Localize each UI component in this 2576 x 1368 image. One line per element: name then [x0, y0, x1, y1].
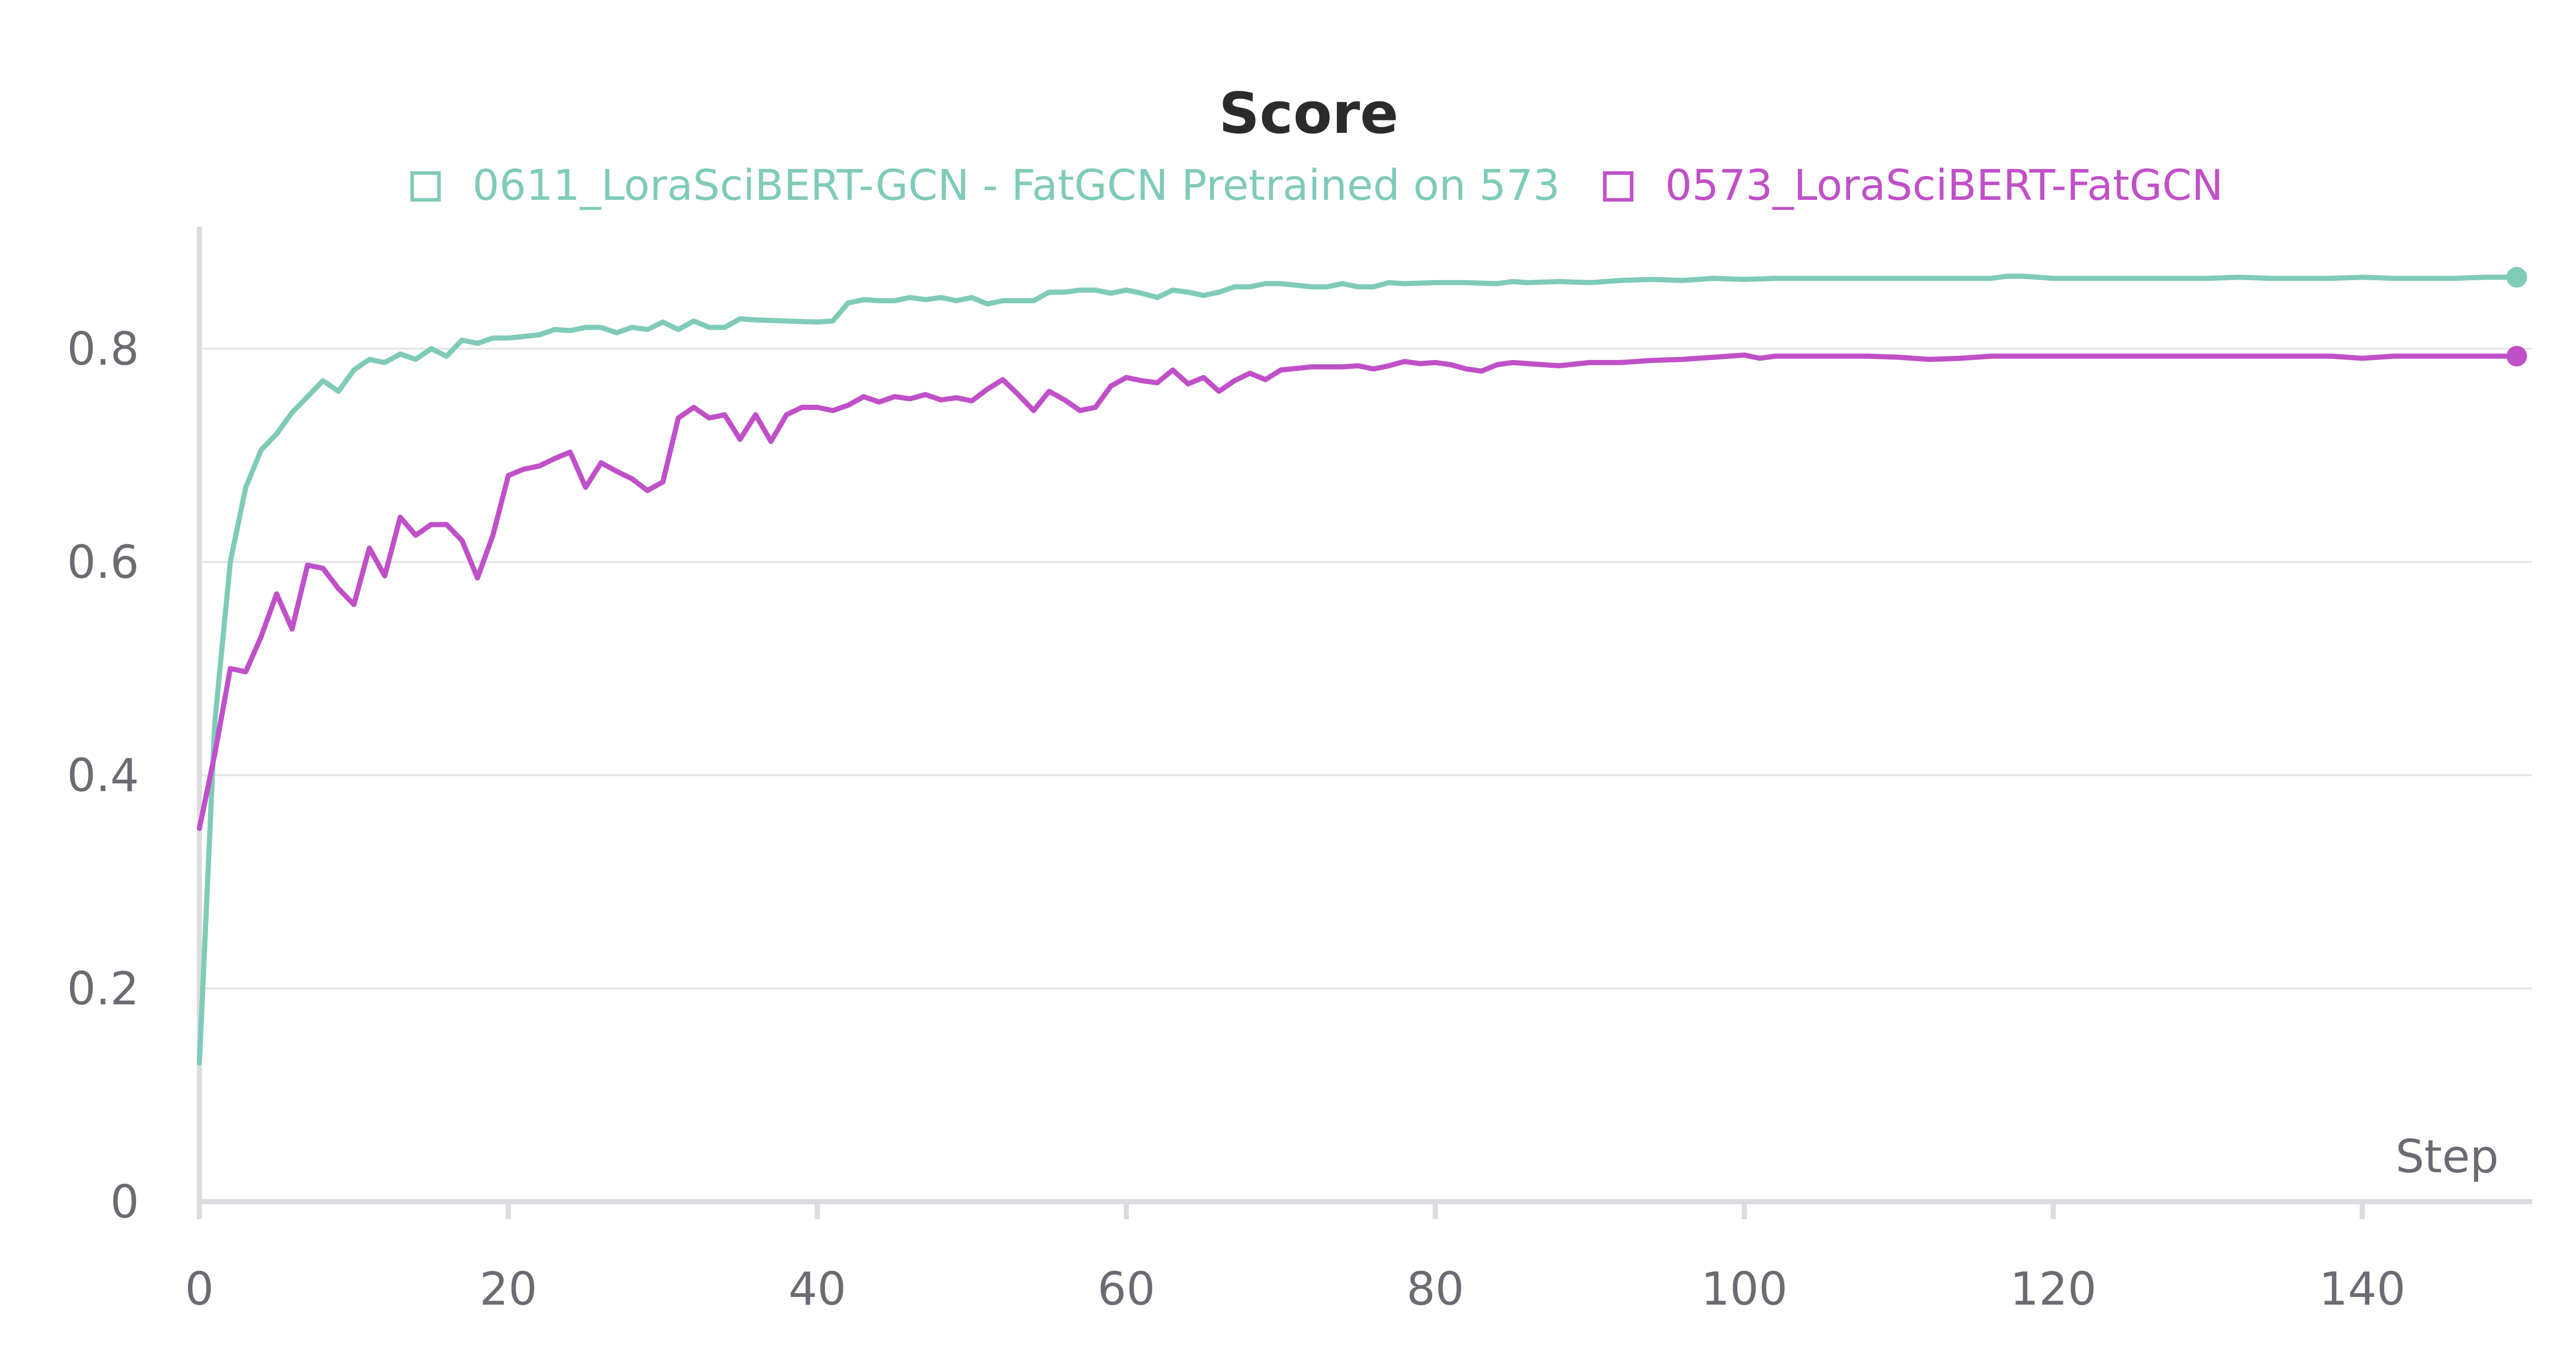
x-tick-label: 60: [1097, 1262, 1155, 1315]
series-lines: [197, 267, 2528, 1066]
legend-swatch: [410, 171, 441, 202]
y-tick-label: 0: [110, 1175, 139, 1228]
x-tick-label: 80: [1406, 1262, 1464, 1315]
x-tick-label: 140: [2319, 1262, 2405, 1315]
chart-title: Score: [1219, 80, 1399, 146]
series-line-1: [197, 273, 2519, 1066]
x-axis-label: Step: [2396, 1130, 2499, 1183]
legend-label: 0611_LoraSciBERT-GCN - FatGCN Pretrained…: [472, 161, 1560, 210]
y-tick-label: 0.8: [67, 322, 139, 375]
x-tick-label: 100: [1701, 1262, 1788, 1315]
axes: [197, 227, 2532, 1219]
y-tick-label: 0.2: [67, 962, 139, 1015]
x-tick-label: 120: [2010, 1262, 2096, 1315]
x-tick-labels: 0 20 40 60 80 100 120 140: [185, 1262, 2405, 1315]
x-tick-label: 0: [185, 1262, 214, 1315]
x-tick-label: 40: [788, 1262, 846, 1315]
legend-swatch: [1603, 171, 1634, 202]
legend: 0611_LoraSciBERT-GCN - FatGCN Pretrained…: [410, 161, 2223, 210]
y-tick-label: 0.6: [67, 536, 139, 589]
legend-label: 0573_LoraSciBERT-FatGCN: [1665, 161, 2223, 210]
series-end-marker-2: [2506, 346, 2528, 367]
x-tick-label: 20: [480, 1262, 537, 1315]
y-tick-label: 0.4: [67, 749, 139, 802]
series-line-2: [197, 352, 2519, 831]
y-tick-labels: 0 0.2 0.4 0.6 0.8: [67, 322, 139, 1228]
grid-lines: [199, 348, 2532, 989]
series-end-marker-1: [2506, 267, 2528, 288]
